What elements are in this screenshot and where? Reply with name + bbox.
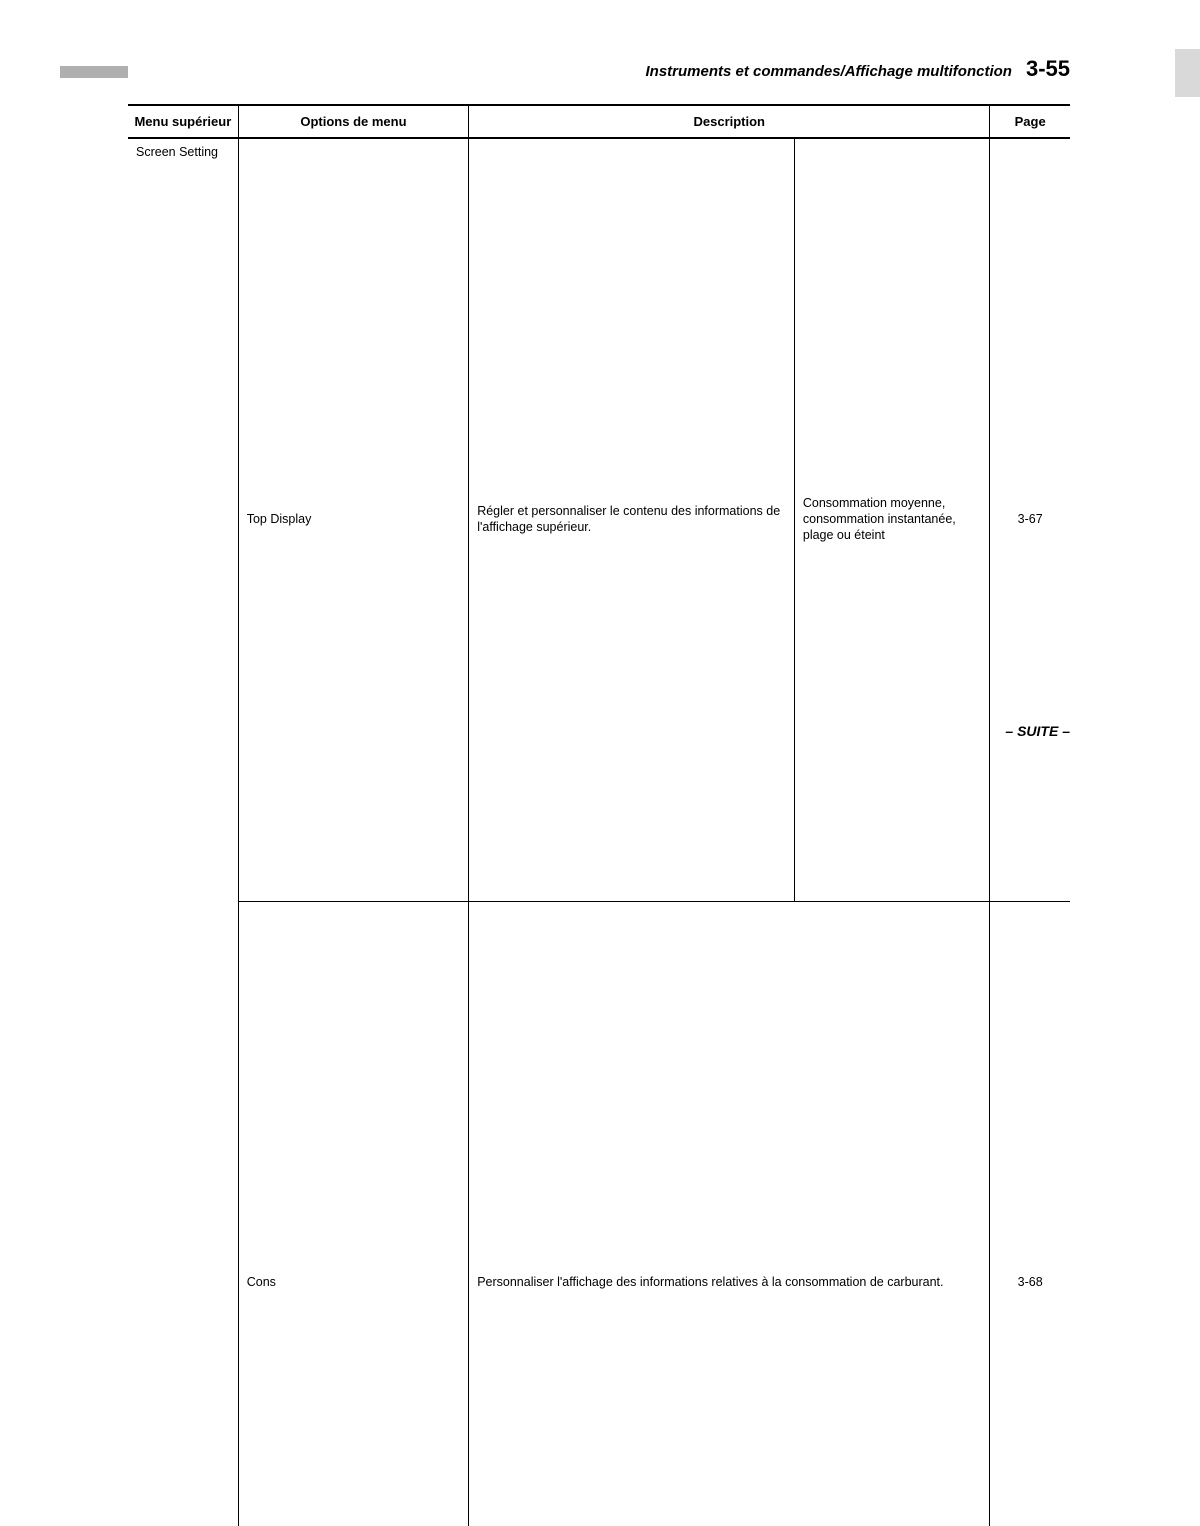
page-number: 3-55 xyxy=(1026,56,1070,82)
page-header: Instruments et commandes/Affichage multi… xyxy=(128,56,1070,82)
page-cell: 3-68 xyxy=(990,901,1070,1526)
table-row: Screen Setting Top Display Régler et per… xyxy=(128,138,1070,901)
manual-page: Instruments et commandes/Affichage multi… xyxy=(0,0,1200,763)
settings-table: Menu supérieur Options de menu Descripti… xyxy=(128,104,1070,1526)
page-cell: 3-67 xyxy=(990,138,1070,901)
table-row: Cons Personnaliser l'affichage des infor… xyxy=(128,901,1070,1526)
desc-cell: Personnaliser l'affichage des informatio… xyxy=(469,901,990,1526)
desc2-cell: Consommation moyenne, consommation insta… xyxy=(794,138,989,901)
menu-cell: Screen Setting xyxy=(128,138,238,1526)
page-footer-continued: – SUITE – xyxy=(1005,723,1070,739)
col-header-menu: Menu supérieur xyxy=(128,105,238,138)
page-side-tab xyxy=(1175,49,1200,97)
desc-cell: Régler et personnaliser le contenu des i… xyxy=(469,138,795,901)
table-header-row: Menu supérieur Options de menu Descripti… xyxy=(128,105,1070,138)
col-header-page: Page xyxy=(990,105,1070,138)
option-cell: Top Display xyxy=(238,138,468,901)
table-body: Screen Setting Top Display Régler et per… xyxy=(128,138,1070,1526)
option-cell: Cons xyxy=(238,901,468,1526)
settings-table-wrap: Menu supérieur Options de menu Descripti… xyxy=(128,104,1070,1526)
col-header-options: Options de menu xyxy=(238,105,468,138)
breadcrumb: Instruments et commandes/Affichage multi… xyxy=(646,63,1012,80)
page-header-bar xyxy=(60,66,128,78)
col-header-description: Description xyxy=(469,105,990,138)
